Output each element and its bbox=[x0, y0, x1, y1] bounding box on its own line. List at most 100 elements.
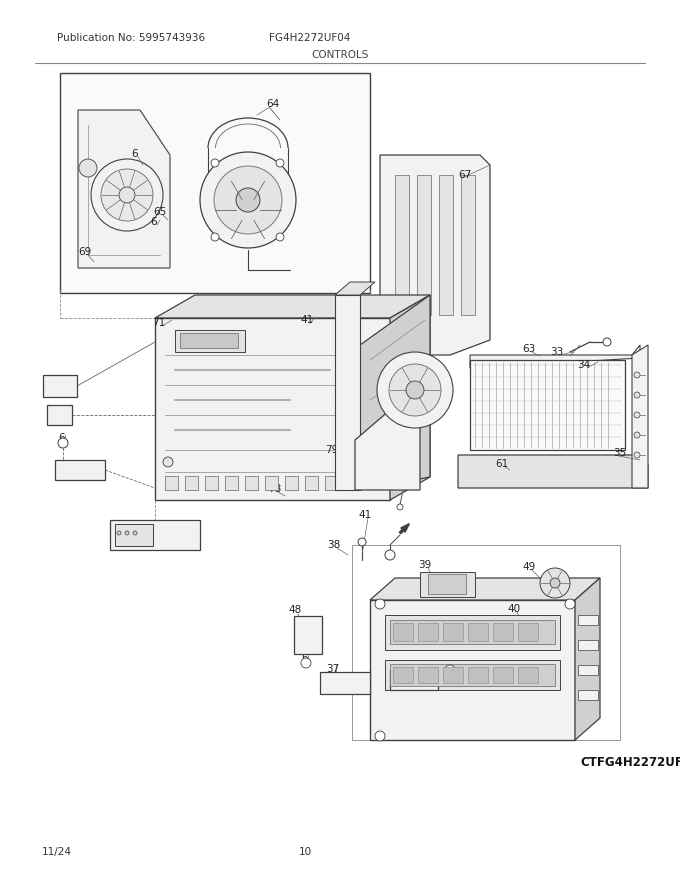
Bar bbox=[395, 175, 409, 315]
Circle shape bbox=[119, 187, 135, 203]
Bar bbox=[393, 667, 413, 683]
Text: 49: 49 bbox=[522, 562, 536, 572]
Bar bbox=[345, 476, 358, 490]
Polygon shape bbox=[632, 345, 648, 488]
Polygon shape bbox=[458, 455, 648, 488]
Circle shape bbox=[58, 438, 68, 448]
Bar bbox=[180, 333, 238, 348]
Polygon shape bbox=[470, 345, 640, 368]
Circle shape bbox=[445, 665, 455, 675]
Circle shape bbox=[358, 538, 366, 546]
FancyArrow shape bbox=[399, 524, 409, 533]
Circle shape bbox=[276, 233, 284, 241]
Bar bbox=[443, 667, 463, 683]
Text: 63: 63 bbox=[522, 344, 536, 354]
Circle shape bbox=[117, 531, 121, 535]
Text: 38: 38 bbox=[327, 540, 341, 550]
Polygon shape bbox=[360, 295, 430, 490]
Bar bbox=[385, 615, 560, 650]
Bar bbox=[468, 623, 488, 641]
Text: 6: 6 bbox=[151, 217, 157, 227]
Bar bbox=[60, 73, 370, 293]
Polygon shape bbox=[575, 578, 600, 740]
Circle shape bbox=[125, 531, 129, 535]
Text: 79: 79 bbox=[325, 445, 339, 455]
Circle shape bbox=[200, 152, 296, 248]
Text: 33: 33 bbox=[550, 347, 564, 357]
Bar bbox=[578, 640, 598, 650]
Text: 42: 42 bbox=[480, 630, 494, 640]
Text: 34: 34 bbox=[577, 360, 591, 370]
Text: 46: 46 bbox=[48, 405, 62, 415]
Text: 64: 64 bbox=[267, 99, 279, 109]
Circle shape bbox=[389, 364, 441, 416]
Circle shape bbox=[550, 578, 560, 588]
Text: 69: 69 bbox=[78, 247, 92, 257]
Text: 67: 67 bbox=[458, 170, 472, 180]
Bar bbox=[294, 616, 322, 654]
Circle shape bbox=[406, 381, 424, 399]
Bar bbox=[265, 476, 278, 490]
Polygon shape bbox=[370, 578, 600, 600]
Polygon shape bbox=[155, 295, 430, 318]
Bar bbox=[385, 660, 560, 690]
Circle shape bbox=[301, 658, 311, 668]
Bar bbox=[420, 572, 475, 597]
Text: 37: 37 bbox=[326, 664, 339, 674]
Bar bbox=[320, 672, 370, 694]
Bar bbox=[518, 667, 538, 683]
Text: 65: 65 bbox=[154, 207, 167, 217]
Ellipse shape bbox=[91, 159, 163, 231]
Text: 45: 45 bbox=[48, 376, 62, 386]
Ellipse shape bbox=[101, 169, 153, 221]
Bar bbox=[175, 330, 245, 352]
Bar bbox=[578, 665, 598, 675]
Text: 11/24: 11/24 bbox=[42, 847, 72, 857]
Circle shape bbox=[163, 457, 173, 467]
Polygon shape bbox=[335, 295, 360, 490]
Circle shape bbox=[375, 731, 385, 741]
Bar bbox=[443, 623, 463, 641]
Bar bbox=[115, 524, 153, 546]
Text: 6: 6 bbox=[132, 149, 138, 159]
Circle shape bbox=[211, 233, 219, 241]
Bar bbox=[468, 667, 488, 683]
Circle shape bbox=[276, 159, 284, 167]
Circle shape bbox=[214, 166, 282, 234]
Polygon shape bbox=[370, 600, 575, 740]
Circle shape bbox=[133, 531, 137, 535]
Circle shape bbox=[634, 392, 640, 398]
Circle shape bbox=[603, 338, 611, 346]
Bar bbox=[439, 175, 453, 315]
Bar bbox=[245, 476, 258, 490]
Circle shape bbox=[634, 452, 640, 458]
Circle shape bbox=[634, 432, 640, 438]
Text: 68: 68 bbox=[252, 202, 265, 212]
Bar bbox=[418, 667, 438, 683]
Text: 35: 35 bbox=[613, 448, 627, 458]
Bar bbox=[493, 667, 513, 683]
Bar bbox=[578, 690, 598, 700]
Text: 48: 48 bbox=[288, 605, 302, 615]
Text: 78: 78 bbox=[269, 484, 282, 494]
Circle shape bbox=[79, 159, 97, 177]
Bar bbox=[418, 623, 438, 641]
Circle shape bbox=[377, 352, 453, 428]
Bar bbox=[578, 615, 598, 625]
Circle shape bbox=[397, 504, 403, 510]
Bar bbox=[47, 405, 72, 425]
Bar bbox=[185, 476, 198, 490]
Text: 6: 6 bbox=[302, 653, 308, 663]
Bar bbox=[390, 664, 555, 686]
Circle shape bbox=[565, 599, 575, 609]
Bar bbox=[428, 574, 466, 594]
Text: 75: 75 bbox=[110, 532, 124, 542]
Text: 44: 44 bbox=[63, 460, 77, 470]
Circle shape bbox=[540, 568, 570, 598]
Text: 39: 39 bbox=[418, 560, 432, 570]
Text: 6: 6 bbox=[58, 433, 65, 443]
Text: 71: 71 bbox=[152, 318, 166, 328]
Bar bbox=[110, 520, 200, 550]
Bar bbox=[493, 623, 513, 641]
Bar bbox=[393, 623, 413, 641]
